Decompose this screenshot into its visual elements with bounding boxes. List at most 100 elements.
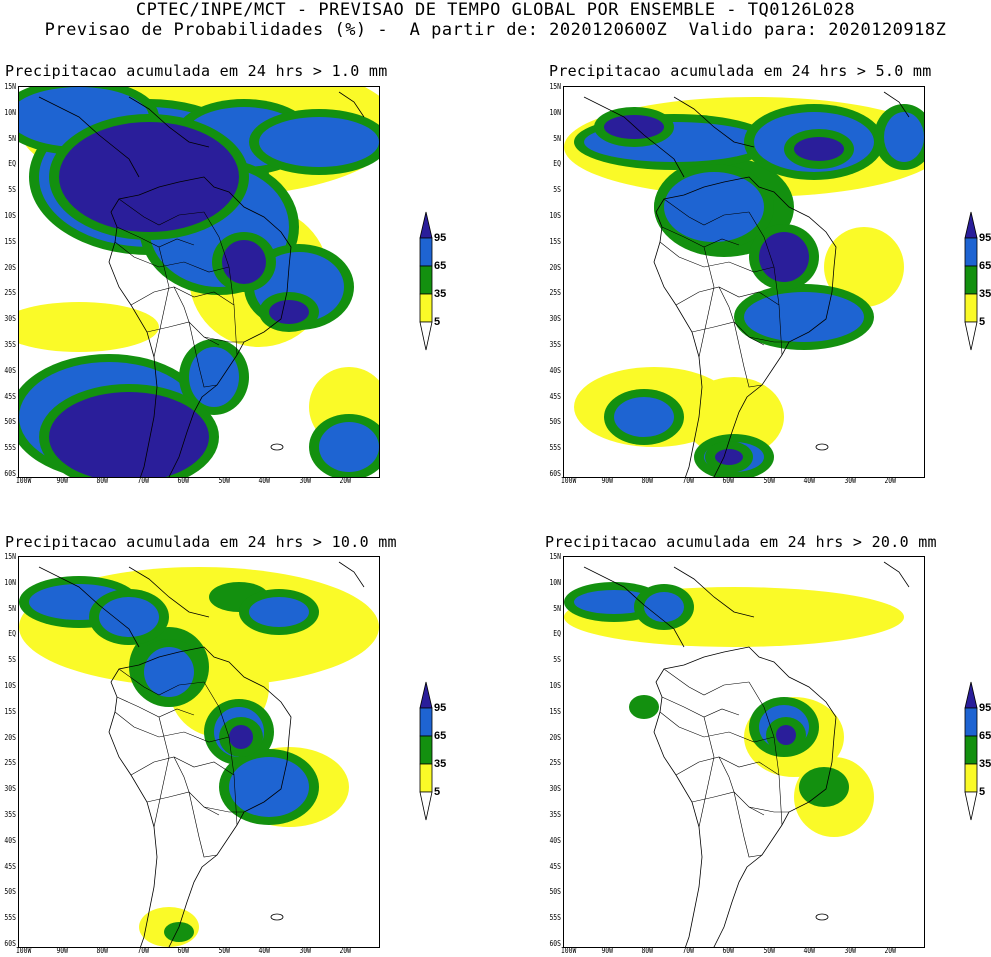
legend-colorbar	[964, 681, 978, 821]
lat-tick-label: 5S	[8, 185, 16, 195]
lat-tick-label: 60S	[4, 469, 16, 478]
lon-tick-label: 40W	[258, 946, 271, 955]
legend-level-label: 5	[979, 316, 986, 328]
country-border	[675, 756, 780, 776]
prob-area	[319, 422, 379, 472]
lat-tick-label: 30S	[549, 784, 561, 794]
legend-colorbar	[964, 211, 978, 351]
country-border	[188, 321, 218, 388]
prob-area	[249, 597, 309, 627]
map-outline	[583, 561, 910, 947]
legend-swatch-65	[419, 237, 433, 267]
country-border	[748, 336, 789, 343]
lat-tick-label: 40S	[549, 365, 561, 375]
lat-tick-label: 45S	[4, 391, 16, 401]
lon-tick-label: 20W	[884, 946, 897, 955]
prob-area	[744, 292, 864, 342]
legend-swatch-95	[964, 681, 978, 709]
legend-colorbar	[419, 681, 433, 821]
legend-swatch-35	[964, 735, 978, 765]
legend-swatch-35	[419, 265, 433, 295]
panel-3-title: Precipitacao acumulada em 24 hrs > 10.0 …	[5, 533, 397, 551]
lat-tick-label: 10N	[549, 577, 561, 587]
lat-tick-label: 50S	[549, 887, 561, 897]
lon-tick-label: 50W	[762, 476, 775, 485]
lat-tick-label: 30S	[4, 784, 16, 794]
falkland-islands	[815, 913, 829, 921]
country-border	[173, 756, 190, 793]
legend-level-label: 5	[434, 786, 441, 798]
prob-area	[799, 767, 849, 807]
legend-1: 95 65 35 5	[418, 210, 478, 360]
panel-2-title: Precipitacao acumulada em 24 hrs > 5.0 m…	[549, 62, 932, 80]
lon-tick-label: 20W	[339, 476, 352, 485]
prob-area	[99, 597, 159, 637]
lat-tick-label: 45S	[4, 861, 16, 871]
prob-area	[644, 592, 684, 622]
legend-swatch-below-5	[964, 791, 978, 821]
lon-tick-label: 40W	[258, 476, 271, 485]
lon-tick-label: 100W	[15, 476, 32, 485]
lat-tick-label: 15N	[4, 82, 16, 91]
lat-tick-label: 55S	[549, 913, 561, 923]
prob-area	[259, 117, 379, 167]
prob-area	[604, 115, 664, 139]
prob-area	[794, 137, 844, 161]
legend-level-label: 95	[979, 232, 991, 244]
lat-tick-label: 10S	[4, 681, 16, 690]
map-canvas	[564, 91, 924, 477]
lat-tick-label: 60S	[549, 939, 561, 948]
lat-tick-label: 10S	[549, 211, 561, 220]
legend-level-label: 65	[434, 730, 447, 742]
lat-tick-label: 45S	[549, 861, 561, 871]
map-outline	[38, 561, 365, 947]
legend-swatch-65	[419, 707, 433, 737]
legend-level-label: 35	[979, 758, 991, 770]
panel-1-title: Precipitacao acumulada em 24 hrs > 1.0 m…	[5, 62, 388, 80]
country-border	[748, 211, 783, 356]
lat-tick-label: 35S	[4, 340, 16, 349]
prob-area	[614, 397, 674, 437]
lon-tick-label: 90W	[55, 946, 68, 955]
lat-tick-label: 20S	[4, 262, 16, 272]
legend-colorbar	[419, 211, 433, 351]
lon-tick-label: 50W	[217, 946, 230, 955]
lat-tick-label: 25S	[549, 758, 561, 768]
country-border	[698, 246, 715, 358]
lon-tick-label: 100W	[15, 946, 32, 955]
lat-tick-label: 5S	[553, 185, 561, 195]
country-border	[733, 321, 763, 388]
legend-level-label: 95	[434, 232, 447, 244]
prob-5-area	[684, 377, 784, 457]
lat-tick-label: 20S	[549, 732, 561, 742]
falkland-islands	[270, 443, 284, 451]
legend-swatch-below-5	[964, 321, 978, 351]
legend-level-label: 65	[979, 260, 991, 272]
country-border	[203, 336, 244, 343]
north-coastline	[583, 91, 910, 178]
lat-tick-label: 40S	[4, 835, 16, 845]
country-border	[748, 681, 783, 826]
prob-area	[189, 347, 239, 407]
map-panel-2	[563, 86, 925, 478]
lat-tick-label: 15S	[4, 236, 16, 246]
lat-tick-label: 5S	[8, 655, 16, 665]
falkland-islands	[270, 913, 284, 921]
lat-tick-label: 15S	[4, 706, 16, 716]
legend-swatch-65	[964, 707, 978, 737]
legend-level-label: 65	[434, 260, 447, 272]
country-border	[173, 286, 190, 323]
coastline	[108, 176, 292, 477]
lon-tick-label: 100W	[560, 946, 577, 955]
country-border	[203, 681, 238, 826]
country-border	[146, 791, 220, 816]
lon-tick-label: 80W	[641, 476, 654, 485]
legend-swatch-65	[964, 237, 978, 267]
prob-area	[664, 172, 764, 242]
figure-header: CPTEC/INPE/MCT - PREVISAO DE TEMPO GLOBA…	[0, 0, 991, 40]
country-border	[118, 198, 205, 226]
lon-tick-label: 90W	[55, 476, 68, 485]
lon-tick-label: 60W	[722, 476, 735, 485]
lon-tick-label: 50W	[762, 946, 775, 955]
north-coastline	[38, 561, 365, 648]
